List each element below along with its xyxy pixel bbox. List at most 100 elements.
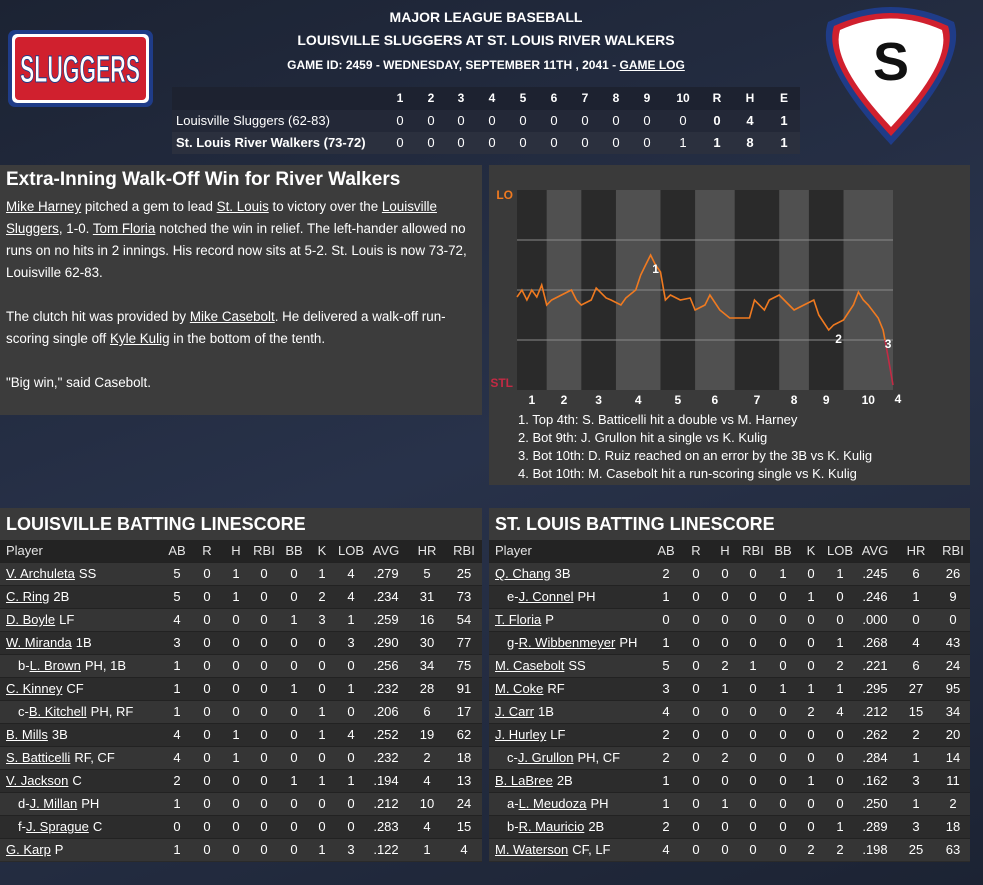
stat-cell: .262 xyxy=(862,727,888,742)
player-link[interactable]: Q. Chang xyxy=(495,566,551,581)
stat-cell: 0 xyxy=(749,704,757,719)
stat-cell: 16 xyxy=(419,612,435,627)
batting-table: ST. LOUIS BATTING LINESCORE Player AB R H RBI… xyxy=(489,508,970,862)
player-link[interactable]: M. Casebolt xyxy=(495,658,565,673)
stat-cell: 1 xyxy=(836,566,844,581)
stat-cell: 0 xyxy=(347,750,355,765)
player-link[interactable]: J. Millan xyxy=(29,796,78,811)
column-header: RBI xyxy=(453,543,475,558)
stat-cell: 4 xyxy=(173,612,181,627)
stat-cell: 0 xyxy=(807,750,815,765)
story-link[interactable]: Louisville Sluggers xyxy=(6,199,437,236)
player-link[interactable]: G. Karp xyxy=(6,842,51,857)
stat-cell: 15 xyxy=(908,704,924,719)
player-position: PH xyxy=(619,635,638,650)
story-link[interactable]: Mike Harney xyxy=(6,199,82,214)
stat-cell: 2 xyxy=(662,819,670,834)
game-log-link[interactable]: GAME LOG xyxy=(619,58,685,72)
linescore-header: 2 xyxy=(427,91,435,105)
player-link[interactable]: V. Jackson xyxy=(6,773,69,788)
stat-cell: 0 xyxy=(203,658,211,673)
stat-cell: 31 xyxy=(419,589,435,604)
column-header: Player xyxy=(495,543,532,558)
player-row xyxy=(489,815,970,838)
story-link[interactable]: Kyle Kulig xyxy=(109,331,170,346)
stat-cell: 0 xyxy=(749,681,757,696)
player-link[interactable]: M. Coke xyxy=(495,681,544,696)
team-name: St. Louis River Walkers (73-72) xyxy=(176,135,366,150)
player-link[interactable]: J. Sprague xyxy=(25,819,89,834)
stat-cell: 0 xyxy=(749,819,757,834)
stat-cell: 1 xyxy=(347,773,355,788)
stat-cell: 0 xyxy=(203,750,211,765)
player-row xyxy=(489,769,970,792)
player-link[interactable]: R. Mauricio xyxy=(518,819,585,834)
stat-cell: 0 xyxy=(260,589,268,604)
story-link[interactable]: Tom Floria xyxy=(92,221,156,236)
story-link[interactable]: St. Louis xyxy=(216,199,269,214)
stat-cell: 0 xyxy=(203,727,211,742)
column-header: AVG xyxy=(372,543,400,558)
stat-cell: 0 xyxy=(749,612,757,627)
linescore-header: R xyxy=(712,91,722,105)
player-link[interactable]: J. Carr xyxy=(495,704,534,719)
linescore-value: 1 xyxy=(679,135,687,150)
stat-cell: 0 xyxy=(692,589,700,604)
stat-cell: 0 xyxy=(692,727,700,742)
player-link[interactable]: J. Connel xyxy=(518,589,574,604)
player-link[interactable]: S. Batticelli xyxy=(6,750,71,765)
stat-cell: 0 xyxy=(721,819,729,834)
player-link[interactable]: T. Floria xyxy=(495,612,542,627)
column-header: AB xyxy=(657,543,675,558)
stat-cell: 0 xyxy=(749,589,757,604)
player-link[interactable]: C. Ring xyxy=(6,589,50,604)
event-note: 4. Bot 10th: M. Casebolt hit a run-scori… xyxy=(518,466,857,481)
player-link[interactable]: L. Brown xyxy=(29,658,81,673)
player-link[interactable]: W. Miranda xyxy=(6,635,72,650)
stat-cell: 5 xyxy=(423,566,431,581)
player-link[interactable]: J. Hurley xyxy=(495,727,547,742)
player-link[interactable]: L. Meudoza xyxy=(518,796,587,811)
column-header: H xyxy=(720,543,730,558)
player-link[interactable]: C. Kinney xyxy=(6,681,63,696)
player-link[interactable]: B. Kitchell xyxy=(28,704,87,719)
x-tick-label: 10 xyxy=(862,393,876,407)
player-link[interactable]: B. LaBree xyxy=(495,773,553,788)
stat-cell: 0 xyxy=(807,727,815,742)
stat-cell: 0 xyxy=(662,612,670,627)
player-cell: B. LaBree 2B xyxy=(495,769,573,792)
stat-cell: 0 xyxy=(779,819,787,834)
stat-cell: 0 xyxy=(692,704,700,719)
stat-cell: 0 xyxy=(290,796,298,811)
stat-cell: 0 xyxy=(692,842,700,857)
player-cell: T. Floria P xyxy=(495,608,554,631)
player-cell: M. Coke RF xyxy=(495,677,565,700)
player-link[interactable]: R. Wibbenmeyer xyxy=(518,635,616,650)
story-link[interactable]: Mike Casebolt xyxy=(189,309,275,324)
stat-cell: 0 xyxy=(836,727,844,742)
player-link[interactable]: M. Waterson xyxy=(495,842,569,857)
player-link[interactable]: D. Boyle xyxy=(6,612,56,627)
player-link[interactable]: V. Archuleta xyxy=(6,566,75,581)
story-text: The clutch hit was provided by xyxy=(6,309,190,324)
linescore-value: 0 xyxy=(457,113,465,128)
stat-cell: 9 xyxy=(949,589,957,604)
event-note: 3. Bot 10th: D. Ruiz reached on an error… xyxy=(518,448,872,463)
stat-cell: 0 xyxy=(203,773,211,788)
player-row xyxy=(489,608,970,631)
stat-cell: 1 xyxy=(318,842,326,857)
stat-cell: 1 xyxy=(347,681,355,696)
stat-cell: 4 xyxy=(173,727,181,742)
stat-cell: 2 xyxy=(423,750,431,765)
stat-cell: 0 xyxy=(203,612,211,627)
player-link[interactable]: B. Mills xyxy=(6,727,48,742)
stat-cell: 0 xyxy=(692,773,700,788)
header-row xyxy=(0,540,482,562)
player-link[interactable]: J. Grullon xyxy=(517,750,574,765)
stat-cell: 34 xyxy=(419,658,435,673)
stat-cell: 0 xyxy=(173,819,181,834)
stat-cell: 0 xyxy=(721,704,729,719)
stat-cell: 6 xyxy=(423,704,431,719)
away-logo-text: SLUGGERS xyxy=(20,49,140,91)
stat-cell: 4 xyxy=(347,589,355,604)
